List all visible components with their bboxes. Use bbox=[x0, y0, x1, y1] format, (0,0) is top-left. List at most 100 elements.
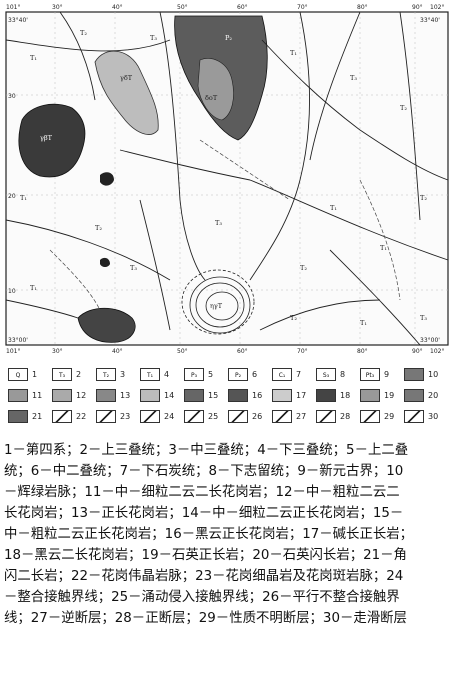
legend-swatch bbox=[404, 410, 424, 423]
unit-label: T₂ bbox=[420, 194, 427, 202]
legend-swatch: P₃ bbox=[184, 368, 204, 381]
coord-bottom-2: 40° bbox=[112, 348, 123, 355]
coord-bottom-0: 101° bbox=[6, 348, 20, 355]
unit-label: T₂ bbox=[80, 29, 87, 37]
caption-line: 18－黑云二长花岗岩；19－石英正长岩；20－石英闪长岩；21－角 bbox=[4, 548, 407, 563]
coord-bottom-4: 60° bbox=[237, 348, 248, 355]
caption-line: 线；27－逆断层；28－正断层；29－性质不明断层；30－走滑断层 bbox=[4, 611, 407, 626]
coord-bottom-7: 90° bbox=[412, 348, 423, 355]
legend-swatch: C₁ bbox=[272, 368, 292, 381]
coord-bottom-1: 30° bbox=[52, 348, 63, 355]
legend-swatch bbox=[52, 410, 72, 423]
unit-label: T₁ bbox=[290, 49, 297, 57]
legend-number: 15 bbox=[208, 391, 219, 400]
legend-swatch bbox=[360, 389, 380, 402]
coord-top-3: 50° bbox=[177, 4, 188, 11]
legend-number: 12 bbox=[76, 391, 87, 400]
legend-swatch bbox=[184, 389, 204, 402]
coord-right-0: 33°40' bbox=[420, 17, 440, 24]
legend-number: 8 bbox=[340, 370, 346, 379]
legend-number: 23 bbox=[120, 412, 131, 421]
legend-swatch bbox=[96, 410, 116, 423]
unit-label: T₃ bbox=[215, 219, 222, 227]
unit-label: T₁ bbox=[360, 319, 367, 327]
caption-line: －整合接触界线；25－涌动侵入接触界线；26－平行不整合接触界 bbox=[4, 590, 400, 605]
legend-swatch: T₂ bbox=[96, 368, 116, 381]
legend-number: 2 bbox=[76, 370, 82, 379]
legend-swatch bbox=[360, 410, 380, 423]
intrusion-small-dark-2 bbox=[100, 257, 110, 267]
unit-label: T₃ bbox=[150, 34, 157, 42]
intrusion-upper-left-light bbox=[94, 50, 159, 135]
legend-number: 14 bbox=[164, 391, 175, 400]
unit-label: T₁ bbox=[30, 54, 37, 62]
coord-top-1: 30° bbox=[52, 4, 63, 11]
unit-label: T₂ bbox=[400, 104, 407, 112]
legend-number: 28 bbox=[340, 412, 351, 421]
legend-swatch: T₃ bbox=[52, 368, 72, 381]
legend-swatch bbox=[316, 410, 336, 423]
coord-top-4: 60° bbox=[237, 4, 248, 11]
unit-label: T₂ bbox=[95, 224, 102, 232]
caption-line: 闪二长岩；22－花岗伟晶岩脉；23－花岗细晶岩及花岗斑岩脉；24 bbox=[4, 569, 404, 584]
legend-swatch: T₁ bbox=[140, 368, 160, 381]
unit-label: γβT bbox=[40, 134, 53, 142]
caption-line: 统；6－中二叠统；7－下石炭统；8－下志留统；9－新元古界；10 bbox=[4, 464, 404, 479]
unit-label: T₁ bbox=[330, 204, 337, 212]
legend-swatch bbox=[228, 389, 248, 402]
caption-line: 中－粗粒二云正长花岗岩；16－黑云正长花岗岩；17－碱长正长岩； bbox=[4, 527, 414, 542]
dashed-faults bbox=[49, 139, 401, 311]
intrusion-small-dark bbox=[100, 172, 114, 186]
caption-line: －辉绿岩脉；11－中－细粒二云二长花岗岩；12－中－粗粒二云二 bbox=[4, 485, 400, 500]
legend-number: 19 bbox=[384, 391, 395, 400]
unit-label: T₁ bbox=[30, 284, 37, 292]
coord-top-8: 102° bbox=[430, 4, 444, 11]
legend-swatch bbox=[140, 389, 160, 402]
unit-label: T₂ bbox=[290, 314, 297, 322]
unit-label: T₂ bbox=[300, 264, 307, 272]
coord-left-3: 10 bbox=[8, 288, 16, 295]
coord-top-7: 90° bbox=[412, 4, 423, 11]
legend-number: 9 bbox=[384, 370, 390, 379]
geologic-map: 101° 30° 40° 50° 60° 70° 80° 90° 102° 10… bbox=[5, 4, 449, 355]
coord-left-0: 33°40' bbox=[8, 17, 28, 24]
unit-label: δoT bbox=[205, 94, 218, 102]
legend-swatch bbox=[96, 389, 116, 402]
legend-number: 3 bbox=[120, 370, 126, 379]
legend-swatch bbox=[228, 410, 248, 423]
legend-swatch: Q bbox=[8, 368, 28, 381]
unit-label: T₃ bbox=[420, 314, 427, 322]
unit-label: T₁ bbox=[20, 194, 27, 202]
coord-top-5: 70° bbox=[297, 4, 308, 11]
legend-number: 10 bbox=[428, 370, 439, 379]
legend-swatch bbox=[184, 410, 204, 423]
legend-number: 6 bbox=[252, 370, 258, 379]
unit-label: T₁ bbox=[380, 244, 387, 252]
geologic-map-svg: 101° 30° 40° 50° 60° 70° 80° 90° 102° 10… bbox=[5, 4, 449, 355]
unit-label: T₃ bbox=[130, 264, 137, 272]
unit-label: T₃ bbox=[350, 74, 357, 82]
legend-number: 16 bbox=[252, 391, 263, 400]
legend-number: 24 bbox=[164, 412, 175, 421]
caption-line: 1－第四系；2－上三叠统；3－中三叠统；4－下三叠统；5－上二叠 bbox=[4, 443, 409, 458]
coord-left-4: 33°00' bbox=[8, 337, 28, 344]
coord-bottom-6: 80° bbox=[357, 348, 368, 355]
coord-left-1: 30 bbox=[8, 93, 16, 100]
legend-number: 1 bbox=[32, 370, 38, 379]
coord-right-1: 33°00' bbox=[420, 337, 440, 344]
unit-label: P₂ bbox=[225, 34, 232, 42]
legend-swatch bbox=[404, 368, 424, 381]
coord-bottom-5: 70° bbox=[297, 348, 308, 355]
coord-labels: 101° 30° 40° 50° 60° 70° 80° 90° 102° 10… bbox=[6, 4, 444, 355]
coord-bottom-8: 102° bbox=[430, 348, 444, 355]
caption-line: 长花岗岩；13－正长花岗岩；14－中－细粒二云正长花岗岩；15－ bbox=[4, 506, 404, 521]
legend-number: 22 bbox=[76, 412, 87, 421]
legend-number: 27 bbox=[296, 412, 307, 421]
unit-label: ηγT bbox=[210, 302, 223, 310]
legend-swatch bbox=[404, 389, 424, 402]
legend-swatch: P₂ bbox=[228, 368, 248, 381]
faults bbox=[5, 11, 449, 346]
legend-number: 21 bbox=[32, 412, 43, 421]
coord-top-2: 40° bbox=[112, 4, 123, 11]
map-legend: Q 1 T₃ 2 T₂ 3 T₁ 4 P₃ 5 P₂ 6 C₁ 7 S₃ 8 Pt₃ 9 10 11 12 13 14 15 1… bbox=[8, 368, 449, 432]
